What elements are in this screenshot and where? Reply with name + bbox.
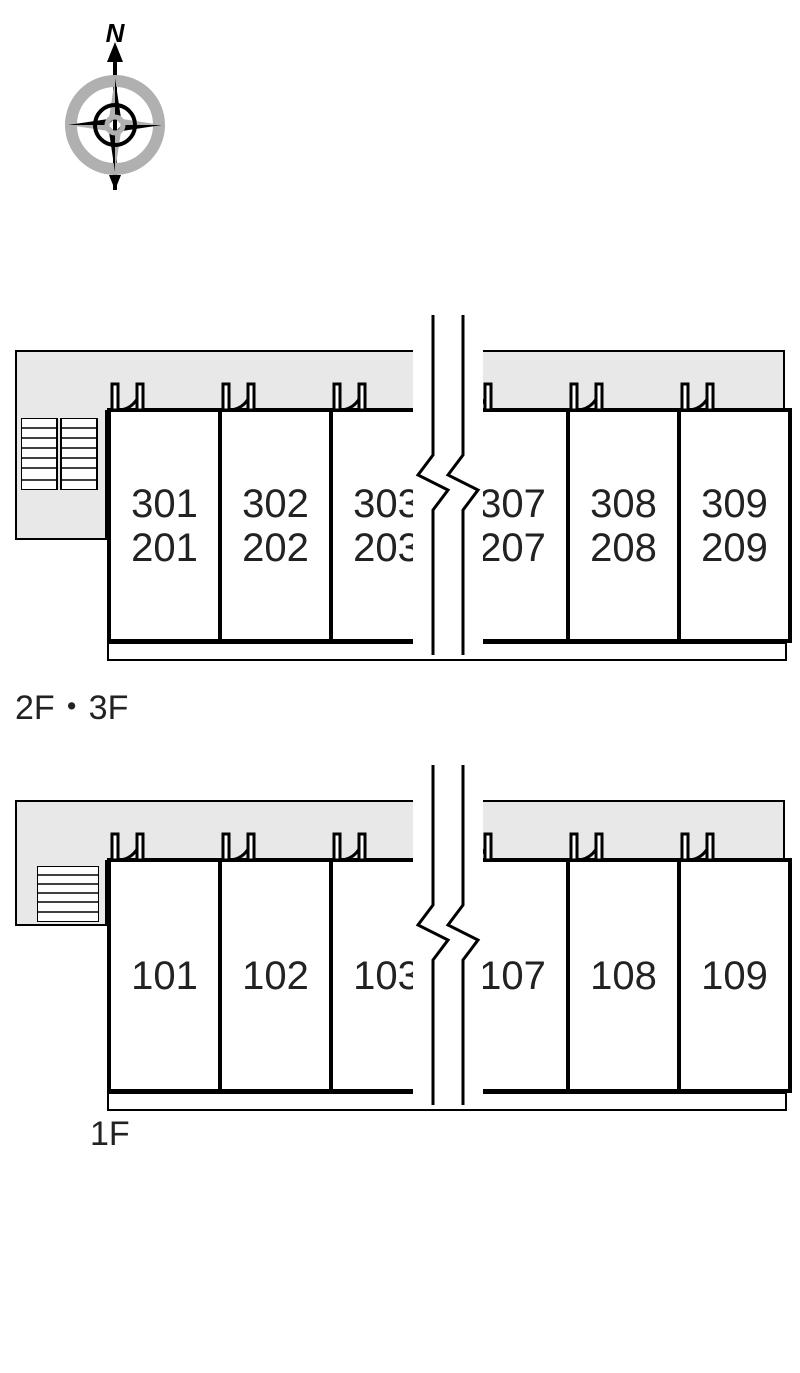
break-mark-upper (413, 315, 483, 655)
floor-label-lower: 1F (90, 1115, 130, 1154)
unit-label: 202 (242, 526, 309, 570)
unit-label: 301 (131, 482, 198, 526)
unit-label: 209 (701, 526, 768, 570)
unit-label: 101 (131, 954, 198, 998)
unit-row-lower-left: 101 102 103 (107, 858, 444, 1093)
unit-label: 309 (701, 482, 768, 526)
unit-label: 102 (242, 954, 309, 998)
stairs-icon (21, 418, 101, 490)
unit-row-lower-right: 107 108 109 (455, 858, 792, 1093)
unit-label: 103 (353, 954, 420, 998)
unit-label: 109 (701, 954, 768, 998)
unit-row-upper-right: 307 207 308 208 309 209 (455, 408, 792, 643)
unit-label: 308 (590, 482, 657, 526)
doors-lower (15, 800, 790, 862)
unit-label: 108 (590, 954, 657, 998)
unit-cell: 102 (218, 858, 333, 1093)
stairs-icon (37, 866, 99, 922)
unit-label: 307 (479, 482, 546, 526)
unit-cell: 108 (566, 858, 681, 1093)
unit-cell: 309 209 (677, 408, 792, 643)
unit-row-upper-left: 301 201 302 202 303 203 (107, 408, 444, 643)
break-mark-lower (413, 765, 483, 1105)
unit-label: 107 (479, 954, 546, 998)
unit-label: 201 (131, 526, 198, 570)
unit-label: 302 (242, 482, 309, 526)
floor-label-upper: 2F・3F (15, 680, 128, 729)
compass-rose: N (55, 20, 175, 200)
doors-upper (15, 350, 790, 412)
unit-label: 208 (590, 526, 657, 570)
unit-label: 203 (353, 526, 420, 570)
unit-cell: 308 208 (566, 408, 681, 643)
unit-cell: 302 202 (218, 408, 333, 643)
unit-label: 303 (353, 482, 420, 526)
unit-cell: 101 (107, 858, 222, 1093)
unit-cell: 109 (677, 858, 792, 1093)
unit-label: 207 (479, 526, 546, 570)
unit-cell: 301 201 (107, 408, 222, 643)
